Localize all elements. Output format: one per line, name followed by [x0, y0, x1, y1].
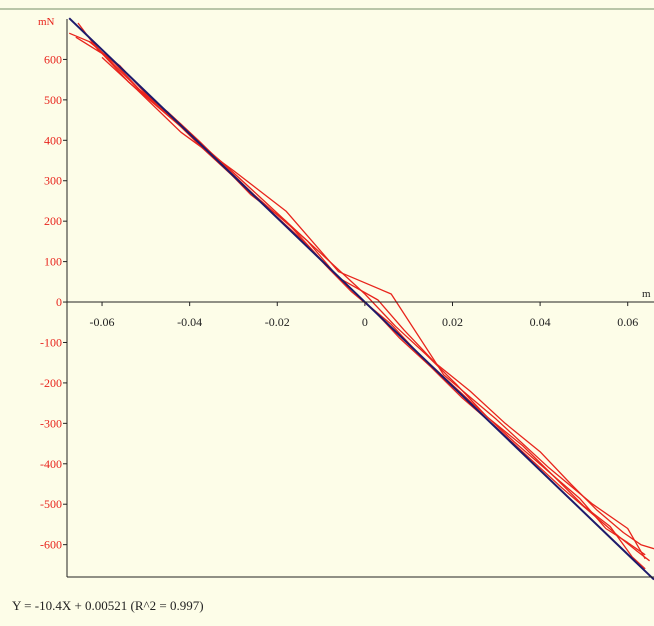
y-axis-ticks: 600 500 400 300 200 100 0 -100 -200 -300 -400 -500 -…: [40, 52, 67, 552]
fit-line-group: [68, 17, 654, 581]
x-tick-label: -0.02: [265, 315, 290, 329]
y-tick-label: 200: [44, 214, 62, 228]
y-tick-label: 0: [56, 295, 62, 309]
y-tick-label: 600: [44, 52, 62, 66]
y-tick-label: 400: [44, 133, 62, 147]
y-tick-label: -200: [40, 376, 62, 390]
top-divider: [0, 8, 654, 10]
x-tick-label: 0.02: [442, 315, 463, 329]
series-line: [75, 36, 646, 570]
regression-fit-line: [68, 17, 654, 581]
data-series: [68, 22, 654, 570]
series-line: [77, 22, 646, 556]
regression-equation: Y = -10.4X + 0.00521 (R^2 = 0.997): [12, 598, 204, 613]
y-tick-label: 100: [44, 255, 62, 269]
x-tick-label: -0.04: [177, 315, 202, 329]
y-tick-label: -300: [40, 416, 62, 430]
y-tick-label: -500: [40, 497, 62, 511]
x-tick-label: 0: [362, 315, 368, 329]
x-tick-label: 0.06: [617, 315, 638, 329]
series-line: [101, 56, 646, 560]
y-tick-label: -400: [40, 457, 62, 471]
x-axis-ticks: -0.06 -0.04 -0.02 0 0.02 0.04 0.06: [90, 302, 638, 329]
y-tick-label: -100: [40, 335, 62, 349]
x-tick-label: 0.04: [530, 315, 551, 329]
y-axis-unit-label: mN: [38, 16, 55, 28]
x-axis-unit-label: m: [642, 288, 651, 300]
y-tick-label: 300: [44, 174, 62, 188]
axes: [66, 19, 654, 578]
y-tick-label: -600: [40, 538, 62, 552]
x-tick-label: -0.06: [90, 315, 115, 329]
y-tick-label: 500: [44, 93, 62, 107]
